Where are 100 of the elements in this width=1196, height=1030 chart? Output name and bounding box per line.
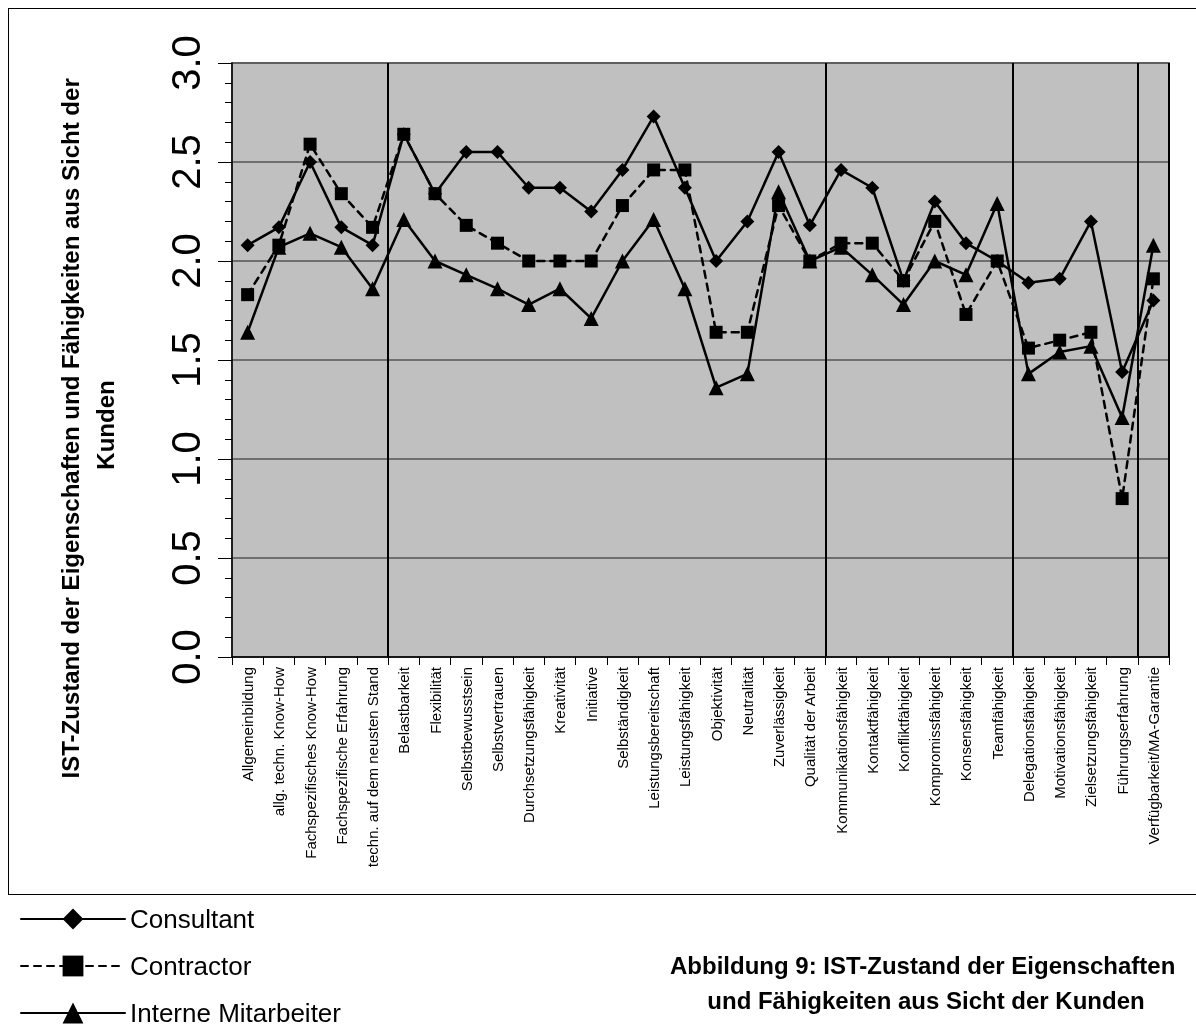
y-tick-label: 1.0 [164,431,208,487]
point [958,267,974,283]
point [927,194,942,209]
point [646,109,661,124]
y-tick-label: 2.5 [164,134,208,190]
point [489,281,505,297]
x-tick-label: Initiative [582,667,600,723]
point [865,236,879,250]
x-tick-label: Flexibilität [426,666,444,734]
point [740,325,754,339]
point [647,163,661,177]
point [241,288,255,302]
x-tick-label: Konfliktfähigkeit [895,666,913,773]
point [365,281,381,297]
x-tick-label: Fachspezifische Erfahrung [332,667,350,845]
x-tick-label: Selbstbewusstsein [457,667,475,792]
point [677,281,693,297]
point [552,180,567,195]
point [864,267,880,283]
point [583,310,599,326]
point [1115,364,1130,379]
x-tick-label: Qualität der Arbeit [801,666,819,788]
point [365,238,380,253]
point [334,187,348,201]
x-tick-label: Objektivität [707,666,725,742]
point [990,254,1004,268]
point [271,220,286,235]
x-tick-label: Motivationsfähigkeit [1051,666,1069,799]
y-tick-label: 2.0 [164,233,208,289]
point [958,236,973,251]
point [521,297,537,313]
point [396,211,412,227]
x-tick-label: Selbstvertrauen [488,667,506,773]
x-tick-label: Kommunikationsfähigkeit [832,666,850,834]
x-tick-label: Konsensfähigkeit [957,666,975,782]
point [1084,325,1098,339]
point [708,380,724,396]
x-tick-label: Kontaktfähigkeit [863,666,881,774]
y-axis-title: IST-Zustand der Eigenschaften und Fähigkeiten aus Sicht der Kunden [57,71,119,779]
x-tick-label: Zuverlässigkeit [770,666,788,768]
point [1145,237,1161,253]
y-tick-label: 0.0 [164,629,208,685]
point [584,204,599,219]
x-tick-label: techn. auf dem neusten Stand [364,667,382,868]
point [553,254,567,268]
point [428,187,442,201]
point [1053,333,1067,347]
point [303,137,317,151]
x-tick-label: Allgemeinbildung [239,667,257,782]
point [584,254,598,268]
point [865,180,880,195]
y-tick-label: 0.5 [164,530,208,586]
point [771,145,786,160]
point [740,214,755,229]
x-tick-label: Durchsetzungsfähigkeit [520,666,538,823]
point [1021,275,1036,290]
point [397,127,411,141]
point [615,162,630,177]
point [927,253,943,269]
legend-label: Consultant [130,904,256,934]
point [614,253,630,269]
x-tick-label: Fachspezifisches Know-How [301,666,319,859]
point [802,218,817,233]
x-tick-label: Neutralität [738,666,756,736]
point [1083,214,1098,229]
point [1083,338,1099,354]
x-tick-label: Leistungsfähigkeit [676,666,694,788]
point [834,162,849,177]
point [678,163,692,177]
point [522,254,536,268]
y-tick-label: 3.0 [164,35,208,91]
point [521,180,536,195]
point [240,238,255,253]
point [1020,366,1036,382]
point [896,297,912,313]
point [552,281,568,297]
y-tick-label: 1.5 [164,332,208,388]
point [458,267,474,283]
point [490,236,504,250]
point [709,254,724,268]
x-tick-label: Belastbarkeit [395,666,413,754]
legend-label: Contractor [130,951,252,981]
x-tick-label: Leistungsbereitschaft [645,666,663,809]
point [928,214,942,228]
point [1052,344,1068,360]
x-tick-label: Kreativität [551,666,569,734]
x-tick-label: Führungserfahrung [1113,667,1131,795]
point [739,366,755,382]
point [303,155,318,169]
point [302,225,318,241]
point [490,145,505,160]
text: Abbildung 9: IST-Zustand der Eigenschaften und Fähigkeiten aus Sicht der Kunden [669,952,1183,1014]
point [615,199,629,213]
x-tick-label: Kompromissfähigkeit [926,666,944,807]
point [897,274,911,288]
point [646,211,662,227]
point [709,325,723,339]
point [1114,409,1130,425]
point [989,196,1005,212]
x-tick-label: Delegationsfähigkeit [1019,666,1037,803]
